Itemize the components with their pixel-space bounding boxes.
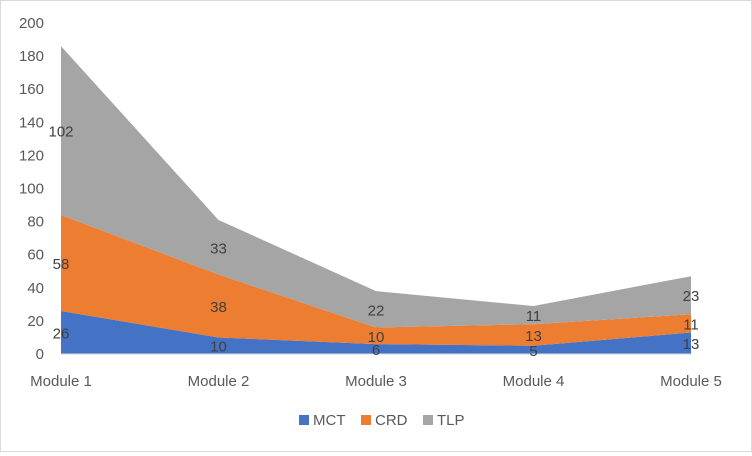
y-tick-label: 180 bbox=[19, 48, 44, 65]
legend-label: MCT bbox=[313, 412, 346, 429]
data-label: 38 bbox=[210, 299, 227, 316]
data-label: 5 bbox=[529, 343, 537, 360]
legend-swatch-tlp bbox=[423, 415, 433, 425]
x-tick-label: Module 5 bbox=[660, 373, 722, 390]
data-label: 6 bbox=[372, 342, 380, 359]
y-tick-label: 40 bbox=[27, 280, 44, 297]
y-tick-label: 60 bbox=[27, 247, 44, 264]
data-label: 33 bbox=[210, 240, 227, 257]
y-tick-label: 80 bbox=[27, 214, 44, 231]
y-tick-label: 200 bbox=[19, 15, 44, 32]
data-label: 23 bbox=[683, 288, 700, 305]
x-tick-label: Module 2 bbox=[188, 373, 250, 390]
legend-swatch-crd bbox=[361, 415, 371, 425]
y-tick-label: 140 bbox=[19, 114, 44, 131]
data-label: 10 bbox=[210, 339, 227, 356]
data-label: 11 bbox=[683, 316, 699, 333]
legend-label: TLP bbox=[437, 412, 465, 429]
area-crd bbox=[61, 214, 691, 346]
area-tlp bbox=[61, 46, 691, 328]
x-tick-label: Module 4 bbox=[503, 373, 565, 390]
x-tick-label: Module 1 bbox=[30, 373, 92, 390]
y-tick-label: 120 bbox=[19, 147, 44, 164]
y-tick-label: 0 bbox=[36, 346, 44, 363]
data-label: 26 bbox=[53, 325, 70, 342]
data-label: 11 bbox=[526, 308, 542, 325]
data-label: 102 bbox=[48, 124, 73, 141]
x-tick-label: Module 3 bbox=[345, 373, 407, 390]
data-label: 10 bbox=[368, 329, 385, 346]
y-tick-label: 20 bbox=[27, 313, 44, 330]
legend-label: CRD bbox=[375, 412, 408, 429]
y-tick-label: 160 bbox=[19, 81, 44, 98]
area-mct bbox=[61, 310, 691, 354]
data-label: 13 bbox=[525, 328, 542, 345]
data-label: 58 bbox=[53, 256, 70, 273]
data-label: 13 bbox=[683, 336, 700, 353]
y-tick-label: 100 bbox=[19, 181, 44, 198]
legend-swatch-mct bbox=[299, 415, 309, 425]
data-label: 22 bbox=[368, 302, 385, 319]
